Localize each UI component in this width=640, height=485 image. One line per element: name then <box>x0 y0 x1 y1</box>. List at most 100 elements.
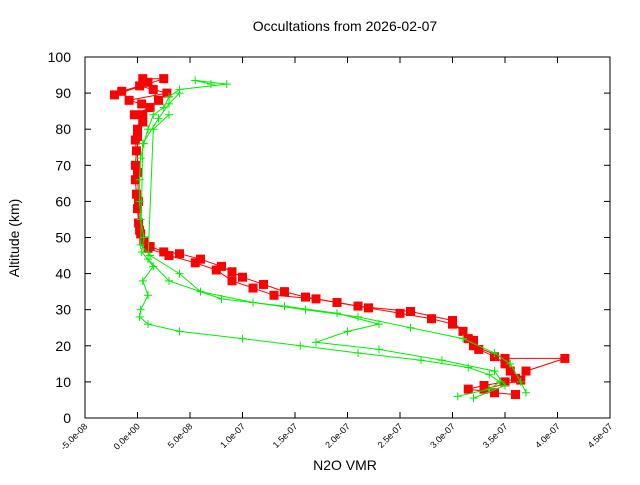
data-point-plus <box>138 139 147 148</box>
data-point-square <box>458 326 468 336</box>
data-point-plus <box>207 80 215 89</box>
data-point-square <box>427 314 436 324</box>
data-point-plus <box>522 388 530 397</box>
data-point-plus <box>149 262 158 271</box>
data-point-plus <box>144 291 152 300</box>
data-point-square <box>130 175 140 185</box>
x-tick-label: 3.5e-07 <box>481 421 510 450</box>
data-point-square <box>159 74 169 84</box>
y-tick-label: 10 <box>55 374 71 390</box>
plot-frame <box>84 56 611 419</box>
y-tick-label: 60 <box>55 193 71 209</box>
data-point-square <box>131 189 141 199</box>
data-point-plus <box>137 247 146 256</box>
series-line <box>137 82 566 390</box>
x-tick-label: 2.5e-07 <box>376 421 405 450</box>
data-point-square <box>133 131 142 141</box>
data-point-square <box>138 110 148 120</box>
data-point-square <box>463 334 473 344</box>
data-point-square <box>469 335 478 345</box>
data-point-square <box>133 168 142 178</box>
data-point-plus <box>490 349 499 358</box>
data-point-plus <box>490 367 499 376</box>
y-tick-label: 0 <box>63 410 71 426</box>
data-point-plus <box>135 312 144 321</box>
x-tick-label: 2.0e-07 <box>323 421 352 450</box>
data-point-plus <box>438 356 446 365</box>
data-point-square <box>133 204 142 214</box>
data-point-square <box>133 124 142 134</box>
data-point-plus <box>453 392 462 401</box>
x-tick-label: 1.0e-07 <box>218 421 247 450</box>
series-0 <box>109 74 520 400</box>
data-point-plus <box>280 302 289 311</box>
x-tick-label: 5.0e-08 <box>166 421 195 450</box>
data-point-square <box>248 283 258 293</box>
y-tick-label: 30 <box>55 302 71 318</box>
data-point-square <box>280 287 289 297</box>
y-tick-label: 100 <box>48 49 72 65</box>
data-point-square <box>364 303 373 313</box>
data-point-square <box>164 251 174 261</box>
series-line <box>140 92 527 393</box>
data-point-square <box>227 276 237 286</box>
data-point-square <box>505 366 515 376</box>
data-point-plus <box>175 327 184 336</box>
x-tick-label: 1.5e-07 <box>271 421 300 450</box>
data-point-square <box>130 160 140 170</box>
data-point-square <box>135 81 145 91</box>
series-1 <box>133 77 570 394</box>
data-point-plus <box>375 345 383 354</box>
data-point-plus <box>138 276 147 285</box>
data-point-plus <box>154 114 163 123</box>
data-point-plus <box>175 89 184 98</box>
data-point-plus <box>191 76 200 85</box>
data-point-square <box>227 267 237 277</box>
data-point-square <box>162 88 172 98</box>
series-line <box>139 80 501 397</box>
data-point-plus <box>469 394 478 403</box>
x-tick-label: 4.5e-07 <box>586 421 615 450</box>
y-tick-label: 40 <box>55 266 71 282</box>
x-axis-label: N2O VMR <box>313 457 377 473</box>
data-point-plus <box>175 269 184 278</box>
data-point-square <box>190 258 200 268</box>
data-point-plus <box>136 215 145 224</box>
y-tick-label: 20 <box>55 338 71 354</box>
data-point-plus <box>136 305 145 314</box>
data-point-plus <box>375 320 383 329</box>
chart-title: Occultations from 2026-02-07 <box>253 18 438 34</box>
data-point-square <box>196 254 205 264</box>
plot-marks <box>109 74 570 403</box>
x-tick-label: 0.0e+00 <box>112 421 142 451</box>
data-point-square <box>353 301 363 311</box>
data-point-plus <box>459 334 467 343</box>
data-point-square <box>134 218 144 228</box>
data-point-plus <box>343 327 352 336</box>
data-point-plus <box>354 349 362 358</box>
data-point-plus <box>217 294 226 303</box>
data-point-plus <box>417 356 425 365</box>
y-tick-label: 70 <box>55 157 71 173</box>
data-point-plus <box>149 125 158 134</box>
data-point-square <box>511 390 520 400</box>
data-point-square <box>138 74 148 84</box>
data-point-plus <box>238 334 247 343</box>
data-point-plus <box>165 99 173 108</box>
data-point-square <box>463 384 473 394</box>
data-point-plus <box>136 240 145 249</box>
data-point-plus <box>406 323 415 332</box>
data-point-square <box>238 272 247 282</box>
data-point-square <box>109 90 119 100</box>
data-point-square <box>301 292 310 302</box>
y-axis-label: Altitude (km) <box>6 199 22 278</box>
data-point-square <box>217 261 226 271</box>
data-point-square <box>469 341 478 351</box>
data-point-plus <box>464 363 473 372</box>
data-point-plus <box>333 309 341 318</box>
data-point-plus <box>146 251 155 260</box>
data-point-square <box>479 384 489 394</box>
data-point-plus <box>222 80 231 89</box>
